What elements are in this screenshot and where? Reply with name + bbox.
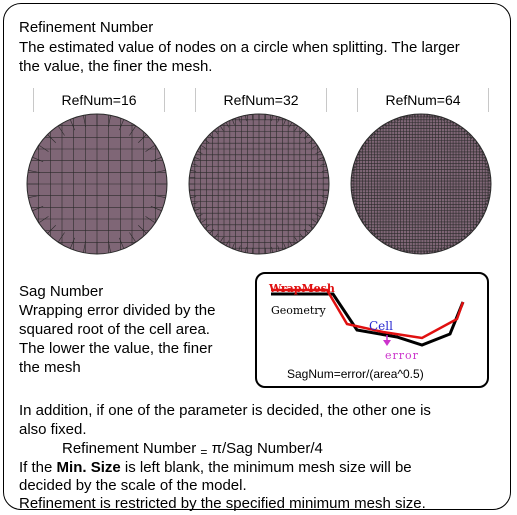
refinement-title: Refinement Number <box>19 19 154 36</box>
help-card <box>3 3 511 510</box>
restrict-line: Refinement is restricted by the specifie… <box>19 495 426 512</box>
refinement-desc-line1: The estimated value of nodes on a circle… <box>19 39 460 56</box>
mesh-outline <box>26 113 168 255</box>
geometry-label: Geometry <box>271 304 327 317</box>
sag-title: Sag Number <box>19 283 104 300</box>
minsize-post: is left blank, the minimum mesh size wil… <box>120 459 412 476</box>
mesh-outline <box>350 113 492 255</box>
addition-line2: also fixed. <box>19 421 87 438</box>
formula-left: Refinement Number <box>62 440 197 457</box>
sag-line: the mesh <box>19 359 81 376</box>
mesh-panel-16: RefNum=16 <box>19 88 175 260</box>
wrap-mesh-label: WrapMesh <box>268 282 335 295</box>
wrap-mesh-curve <box>271 288 465 340</box>
error-label: error <box>385 349 419 362</box>
minsize-keyword: Min. Size <box>56 459 121 476</box>
sag-diagram-drawing: WrapMesh Geometry Cell error SagNum=erro… <box>268 282 465 381</box>
mesh-panel-label: RefNum=32 <box>195 88 327 112</box>
mesh-image-16 <box>26 113 168 255</box>
mesh-image-32 <box>188 113 330 255</box>
minsize-line2: decided by the scale of the model. <box>19 477 247 494</box>
sag-line: The lower the value, the finer <box>19 340 213 357</box>
mesh-panel-label: RefNum=64 <box>357 88 489 112</box>
mesh-grid <box>27 114 167 254</box>
sag-line: squared root of the cell area. <box>19 321 210 338</box>
cell-label: Cell <box>369 319 393 333</box>
mesh-panel-32: RefNum=32 <box>181 88 337 260</box>
formula-equals: = <box>200 445 208 459</box>
mesh-image-64 <box>350 113 492 255</box>
mesh-outline <box>188 113 330 255</box>
mesh-panel-64: RefNum=64 <box>343 88 499 260</box>
sag-diagram: WrapMesh Geometry Cell error SagNum=erro… <box>255 272 489 388</box>
relation-formula: Refinement Number = π/Sag Number/4 <box>62 440 323 459</box>
sag-line: Wrapping error divided by the <box>19 302 216 319</box>
minsize-pre: If the <box>19 459 57 476</box>
minsize-line1: If the Min. Size is left blank, the mini… <box>19 459 412 477</box>
mesh-grid <box>189 114 329 254</box>
formula-right: π/Sag Number/4 <box>211 440 323 457</box>
mesh-panel-label: RefNum=16 <box>33 88 165 112</box>
error-arrow-icon <box>383 340 391 346</box>
addition-line1: In addition, if one of the parameter is … <box>19 402 431 419</box>
geometry-curve <box>271 292 465 347</box>
sag-formula: SagNum=error/(area^0.5) <box>287 367 424 381</box>
mesh-grid <box>351 114 491 254</box>
refinement-desc-line2: the value, the finer the mesh. <box>19 58 213 75</box>
